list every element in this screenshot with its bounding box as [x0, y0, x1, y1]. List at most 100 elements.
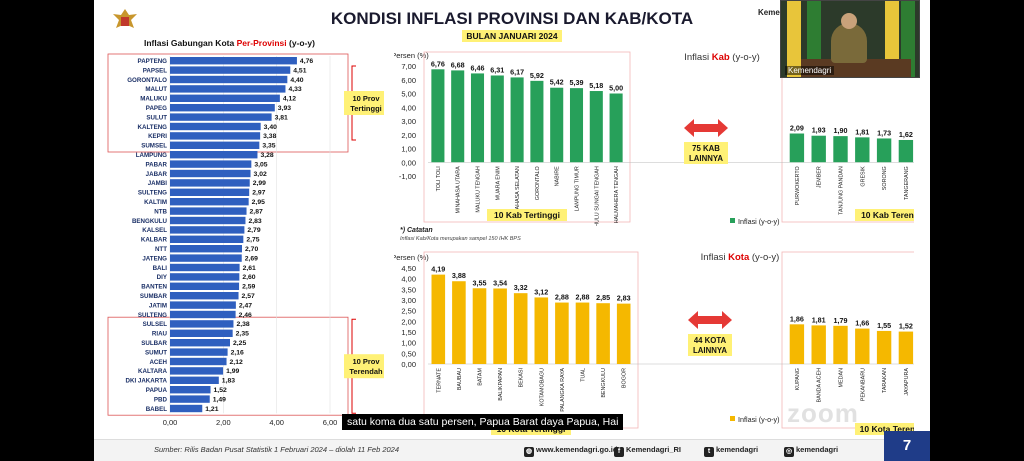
- x-tick-label: 2,00: [216, 418, 231, 427]
- province-value-label: 3,02: [254, 171, 267, 178]
- low-bar: [811, 325, 826, 364]
- chart-title-word: (y-o-y): [730, 52, 760, 63]
- high-category-label: MINAHASA SELATAN: [515, 166, 521, 219]
- province-value-label: 1,52: [214, 387, 227, 394]
- high-value-label: 5,18: [589, 81, 603, 90]
- province-value-label: 2,16: [231, 349, 244, 356]
- province-value-label: 4,40: [290, 77, 303, 84]
- chart-title-word: Kota: [726, 252, 750, 263]
- x-tick-label: 0,00: [163, 418, 178, 427]
- low-category-label: JEMBER: [817, 166, 823, 188]
- left-chart-heading: Inflasi Gabungan Kota Per-Provinsi (y-o-…: [144, 38, 315, 48]
- province-label: KALSEL: [142, 227, 167, 234]
- province-label: KALTARA: [138, 368, 168, 375]
- page-number: 7: [884, 431, 930, 461]
- province-label: SULSEL: [143, 321, 168, 328]
- low-group-label-bg: [855, 209, 914, 221]
- province-value-label: 2,57: [242, 293, 255, 300]
- high-bar: [470, 73, 485, 163]
- province-label: PAPSEL: [143, 67, 168, 74]
- x-tick-label: 6,00: [323, 418, 338, 427]
- footer-instagram[interactable]: ◎ kemendagri: [784, 445, 839, 457]
- low-value-label: 1,81: [812, 315, 826, 324]
- chart-title-word: Inflasi: [684, 52, 709, 63]
- province-label: SUMBAR: [140, 293, 168, 300]
- footer-website[interactable]: ◍ www.kemendagri.go.id: [524, 445, 618, 457]
- curtain-green-right: [901, 1, 915, 77]
- y-tick-label: 6,00: [401, 76, 416, 85]
- province-label: NTB: [154, 208, 167, 215]
- low-bar: [789, 324, 805, 364]
- province-label: BALI: [153, 265, 168, 272]
- province-bar: [170, 216, 246, 225]
- province-bar: [170, 113, 272, 121]
- province-bar: [170, 292, 239, 300]
- province-value-label: 3,38: [263, 133, 276, 140]
- province-label: JATIM: [149, 302, 167, 309]
- province-value-label: 3,05: [254, 161, 267, 168]
- y-tick-label: 1,50: [401, 328, 416, 337]
- high-bar: [596, 303, 610, 364]
- province-bar: [170, 386, 211, 394]
- province-label: MALUKU: [140, 96, 167, 103]
- province-value-label: 2,25: [233, 340, 246, 347]
- high-category-label: MINAHASA UTARA: [456, 166, 462, 214]
- province-label: SULBAR: [141, 340, 167, 347]
- province-value-label: 1,83: [222, 378, 235, 385]
- high-bar: [510, 77, 524, 163]
- province-value-label: 2,83: [248, 218, 261, 225]
- high-bar: [493, 288, 507, 364]
- speaker-video-tile[interactable]: Kemendagri: [780, 0, 920, 78]
- instagram-icon: ◎: [784, 447, 794, 457]
- chart-title-word: Kab: [709, 52, 730, 63]
- low-value-label: 2,09: [790, 124, 804, 133]
- province-value-label: 2,97: [252, 190, 265, 197]
- province-bar: [170, 179, 250, 187]
- double-arrow-icon: [684, 119, 728, 137]
- province-value-label: 2,61: [243, 265, 256, 272]
- high-bar: [490, 75, 504, 163]
- legend-swatch: [730, 218, 735, 223]
- low-bar: [898, 331, 914, 364]
- province-value-label: 1,99: [226, 368, 239, 375]
- province-value-label: 2,99: [253, 180, 266, 187]
- high-bar: [616, 303, 631, 364]
- footer-twitter[interactable]: t kemendagri: [704, 445, 758, 457]
- province-bar: [170, 57, 297, 65]
- province-bar: [170, 75, 288, 84]
- high-category-label: BEKASI: [519, 368, 525, 387]
- y-tick-label: 0,50: [401, 349, 416, 358]
- high-bar: [513, 293, 528, 364]
- high-category-label: NABIRE: [555, 166, 561, 186]
- province-label: MALUT: [145, 86, 167, 93]
- high-value-label: 2,88: [555, 293, 569, 302]
- province-bar: [170, 94, 280, 102]
- province-label: JABAR: [146, 171, 168, 178]
- y-tick-label: 0,00: [401, 158, 416, 167]
- province-bar: [170, 367, 224, 375]
- province-label: NTT: [155, 246, 167, 253]
- low-category-label: TANGERANG: [904, 166, 910, 200]
- y-tick-label: 2,00: [401, 131, 416, 140]
- regency-inflation-chart: Persen (%) 7,00 6,00 5,00 4,00 3,00 2,00 1,00 0,…: [394, 51, 914, 226]
- middle-label-2: LAINNYA: [689, 154, 723, 163]
- province-label: KALBAR: [141, 237, 168, 244]
- y-tick-label: 5,00: [401, 90, 416, 99]
- footer-facebook[interactable]: f Kemendagri_RI: [614, 445, 681, 457]
- province-bar: [170, 357, 227, 366]
- low-category-label: GRESIK: [860, 166, 866, 187]
- low-bar: [855, 137, 870, 163]
- province-bar: [170, 151, 258, 159]
- legend-label: Inflasi (y-o-y): [738, 217, 780, 226]
- province-bar: [170, 254, 242, 262]
- province-bar: [170, 235, 244, 243]
- high-category-label: BOGOR: [622, 368, 628, 388]
- province-value-label: 2,75: [246, 237, 259, 244]
- province-value-label: 2,12: [230, 359, 243, 366]
- legend-swatch: [730, 416, 735, 421]
- province-label: ACEH: [149, 359, 167, 366]
- province-label: DKI JAKARTA: [126, 378, 168, 385]
- province-label: KALTIM: [144, 199, 167, 206]
- province-value-label: 2,59: [242, 284, 255, 291]
- y-tick-label: 4,50: [401, 264, 416, 273]
